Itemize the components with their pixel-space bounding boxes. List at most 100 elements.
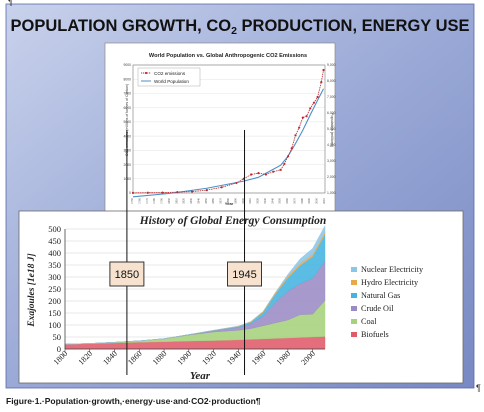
- co2-x-tick-label: 1830: [189, 197, 193, 203]
- marker-box-1945: [227, 261, 262, 287]
- legend-swatch-hydro-electricity: [351, 280, 357, 285]
- legend-swatch-coal: [351, 319, 357, 324]
- co2-point: [301, 116, 304, 119]
- co2-x-tick-label: 2010: [322, 197, 326, 203]
- energy-y-tick-label: 200: [48, 296, 61, 306]
- co2-point: [283, 162, 286, 165]
- co2-point: [250, 173, 253, 176]
- co2-x-axis-ticks: 1750 1760 1770 1780 1790 1800 1810 1820 1830 1840…: [130, 197, 326, 203]
- co2-y-tick-label: 7000: [123, 92, 131, 96]
- co2-y2-tick-label: 4,000: [327, 143, 336, 147]
- co2-x-tick-label: 1890: [233, 197, 237, 203]
- legend-label-population: World Population: [154, 79, 189, 84]
- co2-x-tick-label: 1790: [160, 197, 164, 203]
- co2-y2-tick-label: 6,000: [327, 111, 336, 115]
- co2-y-tick-label: 6000: [123, 106, 131, 110]
- energy-x-axis-label: Year: [190, 370, 211, 382]
- co2-legend-box: [137, 67, 201, 87]
- co2-point: [161, 191, 164, 194]
- co2-y2-tick-label: 2,000: [327, 175, 336, 179]
- co2-point: [305, 115, 308, 118]
- co2-point: [146, 191, 149, 194]
- co2-x-tick-label: 1810: [174, 197, 178, 203]
- co2-x-tick-label: 1880: [226, 197, 230, 203]
- co2-point: [312, 101, 316, 104]
- energy-chart-title: History of Global Energy Consumption: [139, 215, 327, 227]
- co2-point: [190, 190, 194, 193]
- energy-y-tick-label: 50: [53, 332, 62, 342]
- energy-legend: Nuclear Electricity Hydro Electricity Natu…: [351, 265, 424, 339]
- co2-point: [316, 95, 319, 99]
- co2-x-tick-label: 1750: [130, 197, 134, 203]
- co2-point: [131, 191, 135, 194]
- energy-y-axis-label: Exajoules [1e18 J]: [27, 253, 37, 327]
- co2-y-tick-label: 9000: [123, 63, 131, 67]
- energy-y-tick-label: 350: [48, 260, 61, 270]
- slide-title: POPULATION GROWTH, CO2 PRODUCTION, ENERG…: [10, 17, 469, 37]
- legend-label-natural-gas: Natural Gas: [361, 291, 400, 300]
- co2-x-tick-label: 1960: [285, 197, 289, 203]
- co2-x-tick-label: 1990: [307, 197, 311, 203]
- co2-point: [286, 155, 290, 158]
- energy-consumption-chart: History of Global Energy Consumption 0 50…: [18, 210, 464, 384]
- energy-y-tick-label: 400: [48, 248, 61, 258]
- co2-point: [290, 147, 293, 150]
- co2-y2-tick-label: 5,000: [327, 127, 336, 131]
- co2-point: [279, 168, 282, 171]
- co2-point: [264, 173, 268, 176]
- marker-label-1850: 1850: [115, 269, 139, 281]
- co2-x-tick-label: 1820: [182, 197, 186, 203]
- co2-x-tick-label: 1780: [152, 197, 156, 203]
- co2-line: [132, 69, 324, 194]
- co2-point: [320, 80, 323, 84]
- co2-x-tick-label: 1800: [167, 197, 171, 203]
- co2-x-tick-label: 1940: [270, 197, 274, 203]
- pilcrow-mark-right: ¶: [476, 383, 481, 393]
- legend-swatch-crude-oil: [351, 306, 357, 311]
- co2-plot-area: [132, 64, 326, 194]
- co2-y2-tick-label: 9,000: [327, 63, 336, 67]
- co2-y-tick-label: 8000: [123, 77, 131, 81]
- legend-label-nuclear-electricity: Nuclear Electricity: [361, 265, 424, 274]
- co2-y2-tick-label: 7,000: [327, 95, 336, 99]
- co2-y-tick-label: 0: [129, 191, 131, 195]
- legend-swatch-natural-gas: [351, 293, 357, 298]
- pilcrow-mark-top: ¶: [8, 0, 13, 7]
- legend-label-biofuels: Biofuels: [361, 330, 389, 339]
- co2-point: [257, 171, 260, 175]
- legend-label-coal: Coal: [361, 317, 377, 326]
- energy-y-tick-label: 250: [48, 284, 61, 294]
- energy-chart-frame: [18, 210, 464, 384]
- population-line: [132, 88, 325, 198]
- co2-point: [309, 107, 312, 110]
- co2-x-tick-label: 1770: [145, 197, 149, 203]
- co2-point: [298, 126, 301, 129]
- co2-series-group: [131, 68, 325, 198]
- co2-x-tick-label: 1900: [241, 197, 245, 203]
- legend-swatch-nuclear-electricity: [351, 267, 357, 272]
- legend-label-crude-oil: Crude Oil: [361, 304, 394, 313]
- co2-population-chart: World Population vs. Global Anthropogeni…: [104, 42, 336, 219]
- co2-x-tick-label: 1870: [219, 197, 223, 203]
- co2-point: [205, 189, 208, 192]
- co2-point: [272, 170, 275, 173]
- marker-box-1850: [109, 261, 145, 287]
- legend-marker-co2: [144, 71, 148, 75]
- co2-point: [322, 68, 325, 72]
- co2-x-tick-label: 1980: [300, 197, 304, 203]
- co2-point: [294, 134, 297, 137]
- co2-x-tick-label: 1950: [278, 197, 282, 203]
- co2-y-tick-label: 5000: [123, 120, 131, 124]
- figure-caption: Figure·1.·Population·growth,·energy·use·…: [6, 396, 261, 406]
- energy-area-series: [64, 225, 326, 350]
- co2-x-tick-label: 1760: [137, 197, 141, 203]
- energy-y-axis-ticks: 0 50 100 150 200 250 300 350 400 450 500: [48, 224, 61, 354]
- co2-x-tick-label: 2000: [315, 197, 319, 203]
- co2-x-tick-label: 1970: [292, 197, 296, 203]
- co2-y2-tick-label: 8,000: [327, 79, 336, 83]
- co2-y2-axis-label: Population (millions): [330, 113, 334, 148]
- energy-area-nuclear-electricity: [64, 225, 326, 345]
- co2-x-tick-label: 1910: [248, 197, 252, 203]
- energy-y-tick-label: 0: [57, 344, 61, 354]
